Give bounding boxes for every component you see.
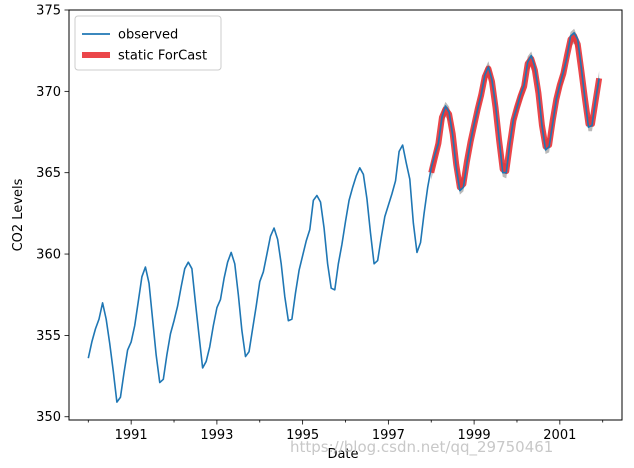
legend: observed static ForCast: [74, 15, 222, 71]
x-tick-label: 1995: [286, 428, 319, 443]
y-tick-label: 355: [36, 329, 61, 344]
y-tick-label: 375: [36, 4, 61, 19]
observed-line: [87, 31, 600, 403]
y-tick-label: 370: [36, 85, 61, 100]
watermark: https://blog.csdn.net/qq_29750461: [290, 438, 553, 457]
y-axis-ticks: 350 355 360 365 370 375: [36, 4, 69, 425]
legend-forecast-label: static ForCast: [118, 49, 207, 64]
x-axis-label: Date: [327, 447, 358, 462]
x-tick-label: 1997: [372, 428, 405, 443]
y-tick-label: 360: [36, 248, 61, 263]
y-axis-label: CO2 Levels: [11, 178, 26, 251]
legend-box: [74, 15, 222, 71]
x-tick-label: 1993: [200, 428, 233, 443]
observed-layer: [87, 31, 600, 403]
plot-frame: [68, 9, 623, 421]
x-tick-label: 1991: [115, 428, 148, 443]
y-tick-label: 365: [36, 166, 61, 181]
x-tick-label: 1999: [458, 428, 491, 443]
legend-observed-label: observed: [118, 28, 178, 43]
x-tick-label: 2001: [543, 428, 576, 443]
y-tick-label: 350: [36, 410, 61, 425]
x-axis-ticks: 1991 1993 1995 1997 1999 2001: [87, 420, 604, 443]
